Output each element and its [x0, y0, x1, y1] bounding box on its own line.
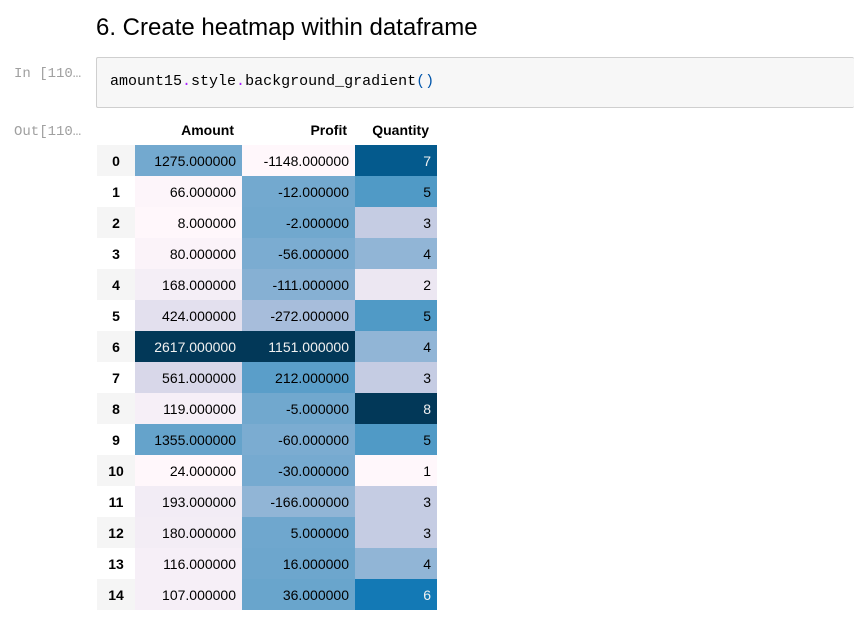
table-row: 9 1355.000000 -60.000000 5 [97, 424, 437, 455]
cell-profit: -12.000000 [242, 176, 355, 207]
cell-amount: 1275.000000 [135, 145, 242, 176]
table-row: 6 2617.000000 1151.000000 4 [97, 331, 437, 362]
row-index: 11 [97, 486, 135, 517]
row-index: 1 [97, 176, 135, 207]
cell-quantity: 1 [355, 455, 437, 486]
row-index: 0 [97, 145, 135, 176]
table-row: 10 24.000000 -30.000000 1 [97, 455, 437, 486]
cell-profit: 5.000000 [242, 517, 355, 548]
cell-quantity: 4 [355, 238, 437, 269]
table-row: 8 119.000000 -5.000000 8 [97, 393, 437, 424]
cell-profit: -30.000000 [242, 455, 355, 486]
cell-amount: 8.000000 [135, 207, 242, 238]
cell-profit: -272.000000 [242, 300, 355, 331]
row-index: 13 [97, 548, 135, 579]
cell-profit: -111.000000 [242, 269, 355, 300]
code-paren-open: ( [416, 73, 426, 90]
cell-quantity: 2 [355, 269, 437, 300]
cell-amount: 24.000000 [135, 455, 242, 486]
table-body: 0 1275.000000 -1148.000000 7 1 66.000000 -12.0… [97, 145, 437, 610]
cell-quantity: 6 [355, 579, 437, 610]
cell-profit: 36.000000 [242, 579, 355, 610]
cell-amount: 119.000000 [135, 393, 242, 424]
table-row: 14 107.000000 36.000000 6 [97, 579, 437, 610]
cell-amount: 424.000000 [135, 300, 242, 331]
cell-amount: 561.000000 [135, 362, 242, 393]
table-row: 7 561.000000 212.000000 3 [97, 362, 437, 393]
row-index: 10 [97, 455, 135, 486]
row-index: 3 [97, 238, 135, 269]
cell-profit: -166.000000 [242, 486, 355, 517]
cell-amount: 193.000000 [135, 486, 242, 517]
code-variable: amount15 [110, 73, 183, 90]
column-header-quantity: Quantity [372, 121, 429, 138]
cell-quantity: 5 [355, 300, 437, 331]
cell-profit: -2.000000 [242, 207, 355, 238]
column-header-amount: Amount [181, 121, 234, 138]
row-index: 5 [97, 300, 135, 331]
column-header-profit: Profit [310, 121, 347, 138]
code-dot: . [182, 73, 192, 90]
cell-amount: 107.000000 [135, 579, 242, 610]
cell-quantity: 8 [355, 393, 437, 424]
code-paren-close: ) [425, 73, 435, 90]
table-row: 4 168.000000 -111.000000 2 [97, 269, 437, 300]
cell-quantity: 3 [355, 207, 437, 238]
section-heading: 6. Create heatmap within dataframe [96, 14, 478, 41]
cell-profit: -60.000000 [242, 424, 355, 455]
styled-dataframe: Amount Profit Quantity 0 1275.000000 -1148… [97, 114, 437, 610]
cell-quantity: 4 [355, 331, 437, 362]
cell-amount: 1355.000000 [135, 424, 242, 455]
cell-quantity: 3 [355, 486, 437, 517]
cell-amount: 168.000000 [135, 269, 242, 300]
cell-amount: 66.000000 [135, 176, 242, 207]
row-index: 9 [97, 424, 135, 455]
cell-profit: -5.000000 [242, 393, 355, 424]
code-cell[interactable]: amount15.style.background_gradient() [96, 57, 854, 108]
cell-amount: 2617.000000 [135, 331, 242, 362]
cell-profit: -1148.000000 [242, 145, 355, 176]
code-method: background_gradient [245, 73, 417, 90]
code-line[interactable]: amount15.style.background_gradient() [110, 73, 434, 90]
table-row: 5 424.000000 -272.000000 5 [97, 300, 437, 331]
cell-profit: -56.000000 [242, 238, 355, 269]
table-row: 12 180.000000 5.000000 3 [97, 517, 437, 548]
code-dot: . [236, 73, 246, 90]
cell-profit: 16.000000 [242, 548, 355, 579]
table-row: 0 1275.000000 -1148.000000 7 [97, 145, 437, 176]
cell-quantity: 5 [355, 176, 437, 207]
row-index: 6 [97, 331, 135, 362]
index-header [97, 114, 135, 145]
row-index: 14 [97, 579, 135, 610]
cell-amount: 80.000000 [135, 238, 242, 269]
cell-amount: 116.000000 [135, 548, 242, 579]
cell-profit: 1151.000000 [242, 331, 355, 362]
table-row: 11 193.000000 -166.000000 3 [97, 486, 437, 517]
output-prompt: Out[110… [14, 124, 82, 140]
row-index: 7 [97, 362, 135, 393]
row-index: 8 [97, 393, 135, 424]
cell-quantity: 3 [355, 362, 437, 393]
cell-quantity: 5 [355, 424, 437, 455]
cell-quantity: 3 [355, 517, 437, 548]
cell-quantity: 7 [355, 145, 437, 176]
table-row: 13 116.000000 16.000000 4 [97, 548, 437, 579]
row-index: 4 [97, 269, 135, 300]
cell-quantity: 4 [355, 548, 437, 579]
row-index: 12 [97, 517, 135, 548]
row-index: 2 [97, 207, 135, 238]
input-prompt: In [110… [14, 66, 82, 82]
table-row: 2 8.000000 -2.000000 3 [97, 207, 437, 238]
cell-profit: 212.000000 [242, 362, 355, 393]
table-row: 3 80.000000 -56.000000 4 [97, 238, 437, 269]
cell-amount: 180.000000 [135, 517, 242, 548]
table-row: 1 66.000000 -12.000000 5 [97, 176, 437, 207]
header-row: Amount Profit Quantity [97, 114, 437, 145]
code-attribute: style [191, 73, 237, 90]
